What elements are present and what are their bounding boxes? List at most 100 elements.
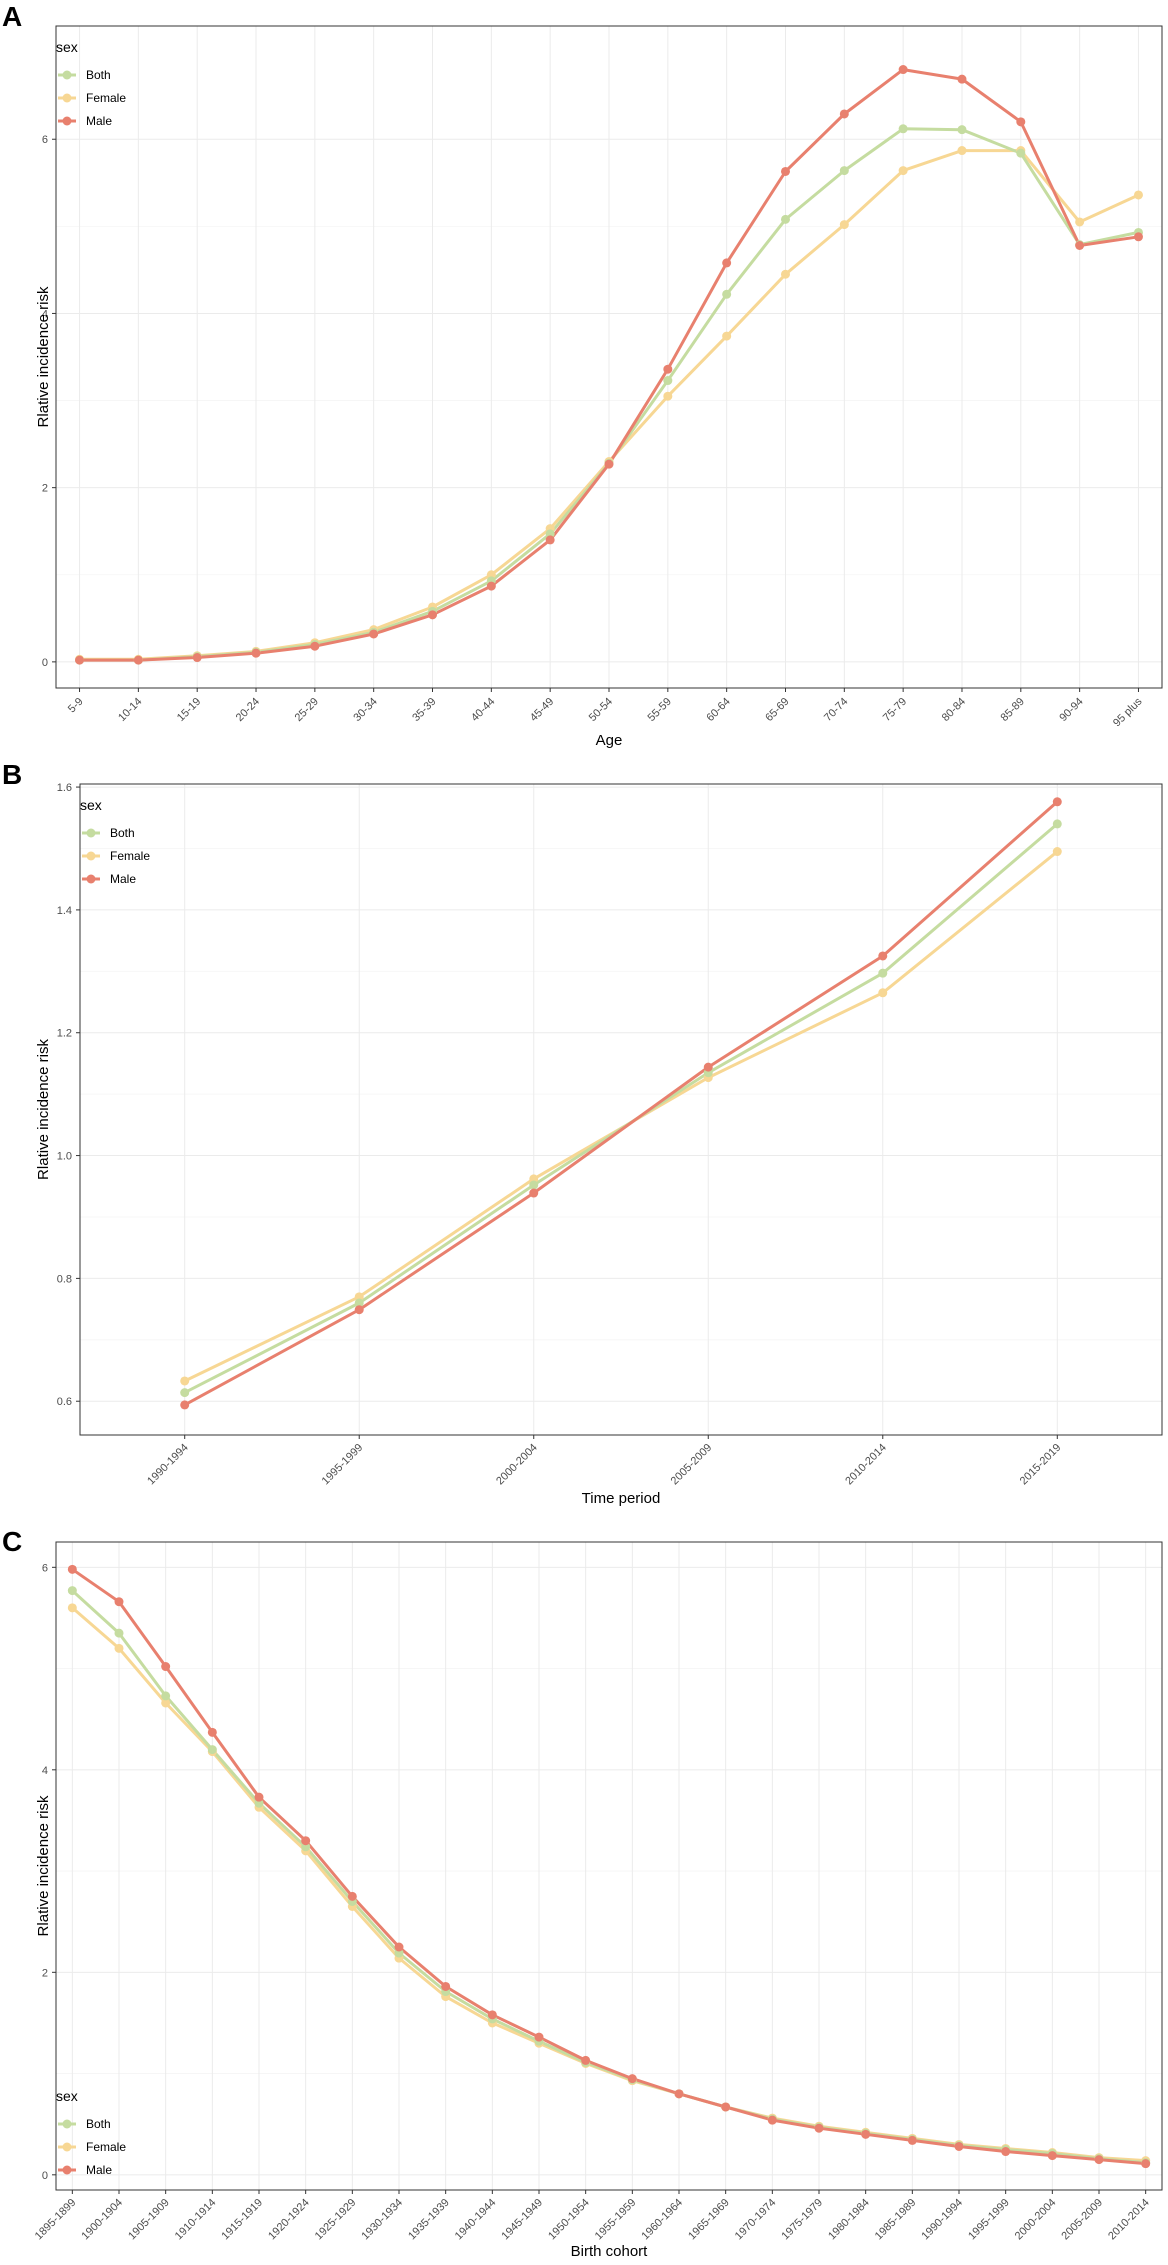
panel-c-x-tick-label-1930-1934: 1930-1934 xyxy=(359,2197,405,2243)
panel-c-point-male-1920-1924 xyxy=(301,1836,311,1846)
panel-c-point-male-1955-1959 xyxy=(627,2074,637,2084)
panel-b-legend-label-both: Both xyxy=(110,826,135,840)
panel-c-point-male-1910-1914 xyxy=(207,1727,217,1737)
panel-b-point-male-1990-1994 xyxy=(180,1400,190,1410)
panel-c-point-male-2000-2004 xyxy=(1047,2151,1057,2161)
panel-a-point-male-5-9 xyxy=(75,655,85,665)
panel-b-legend-title: sex xyxy=(80,797,102,813)
panel-b-point-female-2015-2019 xyxy=(1052,847,1062,857)
panel-a-point-male-60-64 xyxy=(722,258,732,268)
panel-a: A 0 2 4 6 5-9 10-14 15-19 20-24 25-29 30-34 35-39 40… xyxy=(2,1,1163,749)
panel-c-point-male-1895-1899 xyxy=(67,1564,77,1574)
panel-b-legend: sex Both Female Male xyxy=(80,797,150,886)
panel-c-point-male-1930-1934 xyxy=(394,1942,404,1952)
panel-c-x-tick-label-1925-1929: 1925-1929 xyxy=(313,2197,359,2243)
panel-a-x-tick-label-20-24: 20-24 xyxy=(234,696,262,724)
panel-a-point-female-95-plus xyxy=(1133,190,1143,200)
panel-b-legend-marker-male xyxy=(86,874,96,884)
panel-a-point-female-70-74 xyxy=(839,220,849,230)
panel-c-x-tick-label-1970-1974: 1970-1974 xyxy=(733,2197,779,2243)
panel-c-x-tick-label-1920-1924: 1920-1924 xyxy=(266,2197,312,2243)
panel-a-point-male-25-29 xyxy=(310,641,320,651)
panel-a-x-tick-label-60-64: 60-64 xyxy=(704,696,732,724)
panel-c-legend-title: sex xyxy=(56,2088,78,2104)
panel-c-x-tick-label-1955-1959: 1955-1959 xyxy=(593,2197,639,2243)
panel-b-point-male-2015-2019 xyxy=(1052,797,1062,807)
panel-c-point-male-1900-1904 xyxy=(114,1597,124,1607)
panel-c-x-axis-title: Birth cohort xyxy=(571,2243,649,2260)
panel-a-legend-label-male: Male xyxy=(86,114,112,128)
panel-a-point-male-45-49 xyxy=(545,535,555,545)
panel-c-point-both-1900-1904 xyxy=(114,1628,124,1638)
panel-c-y-tick-label: 0 xyxy=(42,2170,48,2182)
panel-a-legend-label-both: Both xyxy=(86,68,111,82)
panel-c-x-tick-label-1990-1994: 1990-1994 xyxy=(919,2197,965,2243)
panel-a-y-tick-label: 4 xyxy=(42,308,48,320)
panel-a-x-axis-title: Age xyxy=(596,732,623,749)
panel-c-point-male-1935-1939 xyxy=(441,1981,451,1991)
panel-a-point-male-35-39 xyxy=(428,610,438,620)
panel-c-point-male-1945-1949 xyxy=(534,2032,544,2042)
panel-c-point-female-1900-1904 xyxy=(114,1643,124,1653)
panel-a-point-male-50-54 xyxy=(604,459,614,469)
panel-c-x-tick-label-1995-1999: 1995-1999 xyxy=(966,2197,1012,2243)
panel-b-point-both-1995-1999 xyxy=(354,1298,364,1308)
panel-b-point-both-1990-1994 xyxy=(180,1388,190,1398)
panel-c-point-male-1905-1909 xyxy=(161,1662,171,1672)
panel-b-y-axis-title: Rlative incidence risk xyxy=(35,1039,52,1180)
panel-a-point-male-65-69 xyxy=(780,166,790,176)
panel-b-legend-marker-female xyxy=(86,851,96,861)
panel-b-point-male-2010-2014 xyxy=(878,951,888,961)
panel-a-point-both-85-89 xyxy=(1016,148,1026,158)
panel-a-point-male-95-plus xyxy=(1133,232,1143,242)
panel-a-point-female-80-84 xyxy=(957,146,967,156)
panel-c-legend-label-both: Both xyxy=(86,2117,111,2131)
panel-c-letter: C xyxy=(2,1526,22,1557)
panel-b-y-tick-label: 1.0 xyxy=(57,1151,72,1163)
panel-a-point-both-60-64 xyxy=(722,289,732,299)
panel-b-series-line-male xyxy=(183,800,1059,1407)
panel-a-point-male-30-34 xyxy=(369,629,379,639)
panel-c-x-tick-label-1945-1949: 1945-1949 xyxy=(499,2197,545,2243)
panel-a-x-tick-label-25-29: 25-29 xyxy=(293,696,321,724)
panel-c-point-male-1975-1979 xyxy=(814,2123,824,2133)
panel-c-plot-frame xyxy=(55,1541,1163,2191)
panel-c-point-both-1905-1909 xyxy=(161,1691,171,1701)
panel-b-plot-background xyxy=(80,784,1162,1435)
panel-a-y-tick-label: 2 xyxy=(42,483,48,495)
panel-a-x-tick-label-45-49: 45-49 xyxy=(528,696,556,724)
panel-b-x-tick-label-2005-2009: 2005-2009 xyxy=(669,1442,715,1488)
panel-c-x-tick-label-1900-1904: 1900-1904 xyxy=(79,2197,125,2243)
panel-a-x-tick-label-10-14: 10-14 xyxy=(116,696,144,724)
panel-a-point-male-15-19 xyxy=(192,653,202,663)
panel-a-x-tick-label-40-44: 40-44 xyxy=(469,696,497,724)
panel-c-x-tick-label-2000-2004: 2000-2004 xyxy=(1013,2197,1059,2243)
panel-b-legend-marker-both xyxy=(86,828,96,838)
panel-a-x-tick-label-50-54: 50-54 xyxy=(587,696,615,724)
panel-c-legend: sex Both Female Male xyxy=(56,2088,126,2177)
panel-b-point-both-2010-2014 xyxy=(878,968,888,978)
panel-b-x-tick-label-1995-1999: 1995-1999 xyxy=(320,1442,366,1488)
panel-c-point-male-1995-1999 xyxy=(1001,2147,1011,2157)
panel-a-x-tick-label-70-74: 70-74 xyxy=(822,696,850,724)
panel-a-legend-marker-male xyxy=(62,116,72,126)
panel-b-point-both-2015-2019 xyxy=(1052,819,1062,829)
panel-b-plot-frame xyxy=(79,783,1163,1436)
panel-c-point-female-1895-1899 xyxy=(67,1603,77,1613)
panel-c-point-male-1925-1929 xyxy=(347,1891,357,1901)
panel-a-point-male-85-89 xyxy=(1016,117,1026,127)
panel-a-point-both-55-59 xyxy=(663,376,673,386)
panel-a-x-tick-label-30-34: 30-34 xyxy=(351,696,379,724)
panel-a-legend-title: sex xyxy=(56,39,78,55)
panel-c-legend-marker-both xyxy=(62,2119,72,2129)
panel-b-legend-label-male: Male xyxy=(110,872,136,886)
panel-a-point-male-70-74 xyxy=(839,109,849,119)
panel-a-point-male-40-44 xyxy=(486,581,496,591)
panel-c-point-male-2010-2014 xyxy=(1141,2159,1151,2169)
panel-c-point-both-1895-1899 xyxy=(67,1586,77,1596)
panel-c-x-tick-label-1915-1919: 1915-1919 xyxy=(219,2197,265,2243)
panel-c-series-line-male xyxy=(71,1568,1146,2166)
panel-a-letter: A xyxy=(2,1,22,32)
panel-b-y-tick-label: 1.6 xyxy=(57,782,72,794)
panel-a-point-both-65-69 xyxy=(780,214,790,224)
